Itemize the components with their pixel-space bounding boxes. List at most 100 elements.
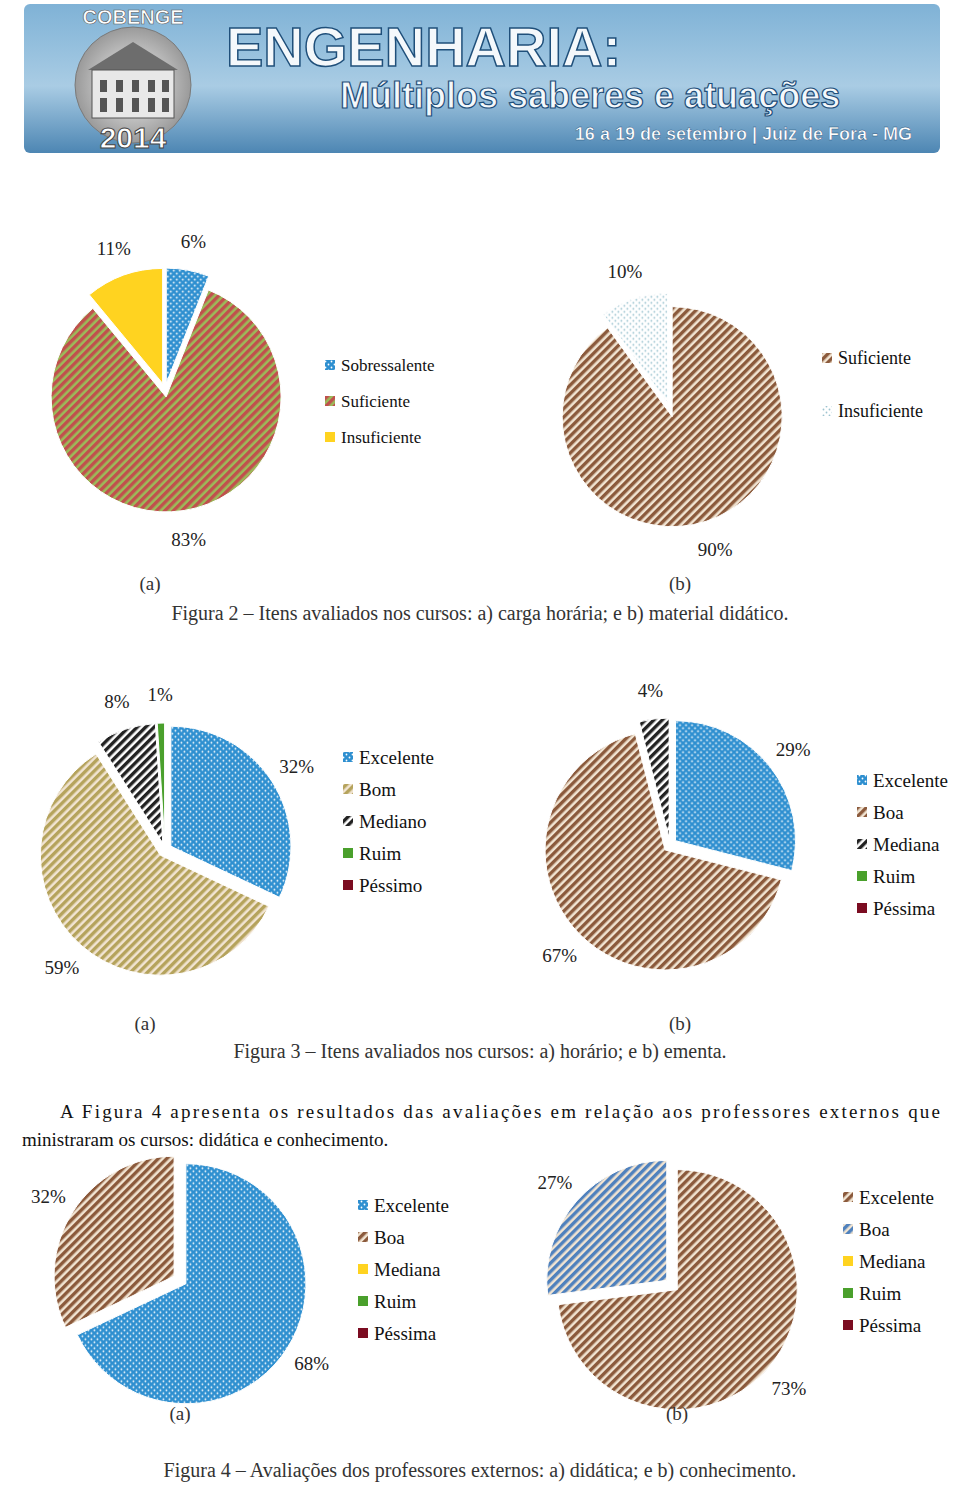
data-label: 32% bbox=[31, 1186, 66, 1207]
pie-chart: 90%10%SuficienteInsuficiente bbox=[562, 261, 923, 560]
legend: ExcelenteBoaMedianaRuimPéssima bbox=[358, 1195, 449, 1344]
panel-label: (a) bbox=[139, 573, 160, 595]
figure-caption: (a)(b)Figura 2 – Itens avaliados nos cur… bbox=[139, 573, 788, 625]
legend-swatch bbox=[843, 1192, 853, 1202]
legend-swatch bbox=[343, 752, 353, 762]
figure-caption: (a)(b)Figura 4 – Avaliações dos professo… bbox=[164, 1403, 797, 1482]
logo-window bbox=[100, 98, 107, 112]
legend-swatch bbox=[343, 784, 353, 794]
legend-swatch bbox=[843, 1224, 853, 1234]
legend-swatch bbox=[325, 360, 335, 370]
legend-label: Excelente bbox=[859, 1187, 934, 1208]
panel-label: (a) bbox=[134, 1013, 155, 1035]
data-label: 8% bbox=[104, 691, 130, 712]
pie-slice bbox=[157, 723, 165, 843]
legend-label: Insuficiente bbox=[838, 401, 923, 421]
legend-label: Excelente bbox=[873, 770, 948, 791]
header-brand: COBENGE bbox=[82, 6, 183, 28]
legend-label: Ruim bbox=[359, 843, 401, 864]
pie-slices bbox=[545, 718, 795, 970]
pie-chart: 73%27% Excelente Boa Mediana Ruim Péssima bbox=[538, 1158, 934, 1410]
data-labels: 29%67%4% bbox=[542, 680, 811, 966]
pie-slices bbox=[54, 1153, 306, 1404]
legend-swatch bbox=[843, 1288, 853, 1298]
logo-window bbox=[132, 98, 139, 112]
legend-swatch bbox=[822, 406, 832, 416]
legend-label: Boa bbox=[873, 802, 904, 823]
data-label: 32% bbox=[279, 756, 314, 777]
caption: Figura 2 – Itens avaliados nos cursos: a… bbox=[171, 602, 788, 625]
data-labels: 73%27% bbox=[538, 1171, 807, 1398]
legend-swatch bbox=[857, 807, 867, 817]
logo-window bbox=[162, 80, 169, 92]
logo-building bbox=[92, 70, 174, 118]
header-title: ENGENHARIA: bbox=[226, 15, 621, 78]
data-labels: 68%32% bbox=[31, 1186, 329, 1374]
legend-label: Insuficiente bbox=[341, 428, 421, 447]
pie-slice bbox=[54, 1156, 174, 1327]
header-year: 2014 bbox=[100, 121, 167, 154]
pie-slice bbox=[670, 718, 671, 838]
pie-slice bbox=[603, 293, 668, 403]
pie-slice bbox=[99, 724, 163, 844]
data-labels: 90%10% bbox=[607, 261, 732, 560]
legend-label: Boa bbox=[374, 1227, 405, 1248]
pie-slices bbox=[547, 1158, 798, 1410]
legend-swatch bbox=[343, 880, 353, 890]
legend-swatch bbox=[343, 816, 353, 826]
legend-swatch bbox=[325, 396, 335, 406]
legend: ExcelenteBomMedianoRuimPéssimo bbox=[343, 747, 434, 896]
legend-label: Mediana bbox=[374, 1259, 441, 1280]
legend-swatch bbox=[822, 353, 832, 363]
legend-swatch bbox=[843, 1320, 853, 1330]
legend-swatch bbox=[358, 1328, 368, 1338]
legend-label: Suficiente bbox=[341, 392, 410, 411]
data-label: 83% bbox=[171, 529, 206, 550]
legend-swatch bbox=[343, 848, 353, 858]
data-label: 4% bbox=[638, 680, 664, 701]
paragraph-line: ministraram os cursos: didática e conhec… bbox=[22, 1129, 388, 1150]
legend-swatch bbox=[325, 432, 335, 442]
legend-label: Ruim bbox=[859, 1283, 901, 1304]
pie-slices bbox=[51, 268, 281, 512]
data-label: 1% bbox=[147, 684, 173, 705]
pie-slice bbox=[639, 718, 669, 838]
header-banner bbox=[24, 4, 940, 153]
header: COBENGE2014ENGENHARIA:Múltiplos saberes … bbox=[24, 4, 940, 154]
pie-slice bbox=[180, 1153, 181, 1273]
pie-chart: 68%32%ExcelenteBoaMedianaRuimPéssima bbox=[31, 1153, 449, 1404]
data-label: 10% bbox=[607, 261, 642, 282]
data-labels: 32%59%8%1% bbox=[44, 684, 314, 978]
pie-slice bbox=[180, 1153, 181, 1273]
pie-slices bbox=[40, 723, 291, 975]
legend-label: Péssimo bbox=[359, 875, 422, 896]
legend-label: Péssima bbox=[859, 1315, 922, 1336]
pie-slices bbox=[562, 293, 782, 526]
pie-slice bbox=[672, 1158, 673, 1278]
page: COBENGE2014ENGENHARIA:Múltiplos saberes … bbox=[0, 0, 960, 1489]
legend-label: Excelente bbox=[374, 1195, 449, 1216]
legend-swatch bbox=[358, 1296, 368, 1306]
pie-slice bbox=[672, 1158, 673, 1278]
legend-label: Mediana bbox=[859, 1251, 926, 1272]
legend-label: Boa bbox=[859, 1219, 890, 1240]
logo-window bbox=[148, 98, 155, 112]
caption: Figura 3 – Itens avaliados nos cursos: a… bbox=[233, 1040, 726, 1063]
data-label: 11% bbox=[97, 238, 131, 259]
legend: ExcelenteBoaMedianaRuimPéssima bbox=[857, 770, 948, 919]
data-label: 73% bbox=[772, 1378, 807, 1399]
legend-label: Sobressalente bbox=[341, 356, 434, 375]
pie-slice bbox=[51, 290, 281, 512]
legend-label: Mediana bbox=[873, 834, 940, 855]
pie-slice bbox=[165, 723, 166, 843]
logo-window bbox=[116, 80, 123, 92]
legend-label: Bom bbox=[359, 779, 396, 800]
legend-swatch bbox=[857, 775, 867, 785]
pie-chart: 32%59%8%1%ExcelenteBomMedianoRuimPéssimo bbox=[40, 684, 434, 978]
legend-label: Mediano bbox=[359, 811, 427, 832]
paragraph: A Figura 4 apresenta os resultados das a… bbox=[22, 1101, 940, 1150]
header-dates: 16 a 19 de setembro | Juiz de Fora - MG bbox=[575, 124, 912, 144]
pie-chart: 6%83%11%SobressalenteSuficienteInsuficie… bbox=[51, 231, 434, 549]
legend-label: Péssima bbox=[374, 1323, 437, 1344]
pie-slice bbox=[180, 1153, 181, 1273]
